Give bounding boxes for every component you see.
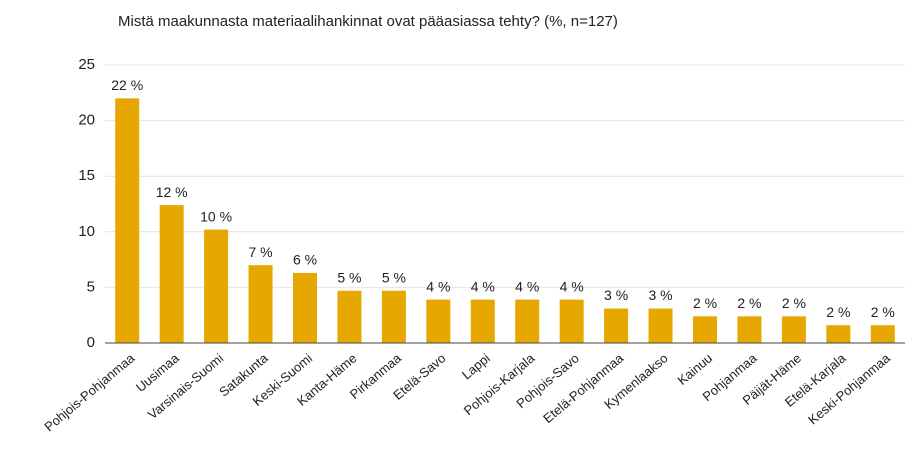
bar: [515, 299, 540, 343]
y-tick-label: 20: [78, 112, 95, 129]
bar: [204, 229, 229, 343]
value-label: 6 %: [293, 252, 317, 268]
value-label: 2 %: [782, 295, 806, 311]
bar: [737, 316, 762, 343]
y-tick-label: 15: [78, 167, 95, 184]
x-tick-label: Pohjois-Pohjanmaa: [41, 350, 138, 434]
bar: [781, 316, 806, 343]
bar: [115, 98, 140, 343]
value-label: 4 %: [515, 278, 539, 294]
y-tick-label: 0: [87, 334, 95, 351]
bar: [159, 205, 184, 343]
y-tick-label: 10: [78, 223, 95, 240]
bar: [559, 299, 584, 343]
bar: [693, 316, 717, 343]
bar: [248, 265, 273, 343]
bar: [337, 290, 362, 343]
x-tick-label: Kainuu: [674, 350, 715, 388]
value-label: 5 %: [382, 269, 406, 285]
value-label: 4 %: [426, 278, 450, 294]
value-label: 10 %: [200, 208, 232, 224]
x-tick-label: Etelä-Pohjanmaa: [540, 350, 627, 426]
bar: [604, 308, 629, 343]
x-tick-label: Varsinais-Suomi: [145, 350, 226, 422]
value-label: 12 %: [156, 184, 188, 200]
value-label: 4 %: [471, 278, 495, 294]
value-label: 3 %: [648, 287, 672, 303]
bar: [648, 308, 673, 343]
value-label: 2 %: [826, 304, 850, 320]
value-label: 7 %: [248, 244, 272, 260]
bar: [470, 299, 495, 343]
value-label: 5 %: [337, 269, 361, 285]
bar: [826, 325, 851, 343]
bar: [381, 290, 406, 343]
bar: [426, 299, 451, 343]
bar: [870, 325, 895, 343]
y-tick-label: 25: [78, 56, 95, 73]
value-label: 3 %: [604, 287, 628, 303]
y-tick-label: 5: [87, 278, 95, 295]
bar: [293, 272, 317, 343]
value-label: 2 %: [871, 304, 895, 320]
value-label: 2 %: [737, 295, 761, 311]
x-tick-label: Keski-Pohjanmaa: [805, 350, 893, 427]
chart-title: Mistä maakunnasta materiaalihankinnat ov…: [118, 13, 618, 30]
value-label: 4 %: [560, 278, 584, 294]
value-label: 22 %: [111, 77, 143, 93]
value-label: 2 %: [693, 295, 717, 311]
x-tick-label: Lappi: [459, 350, 493, 382]
